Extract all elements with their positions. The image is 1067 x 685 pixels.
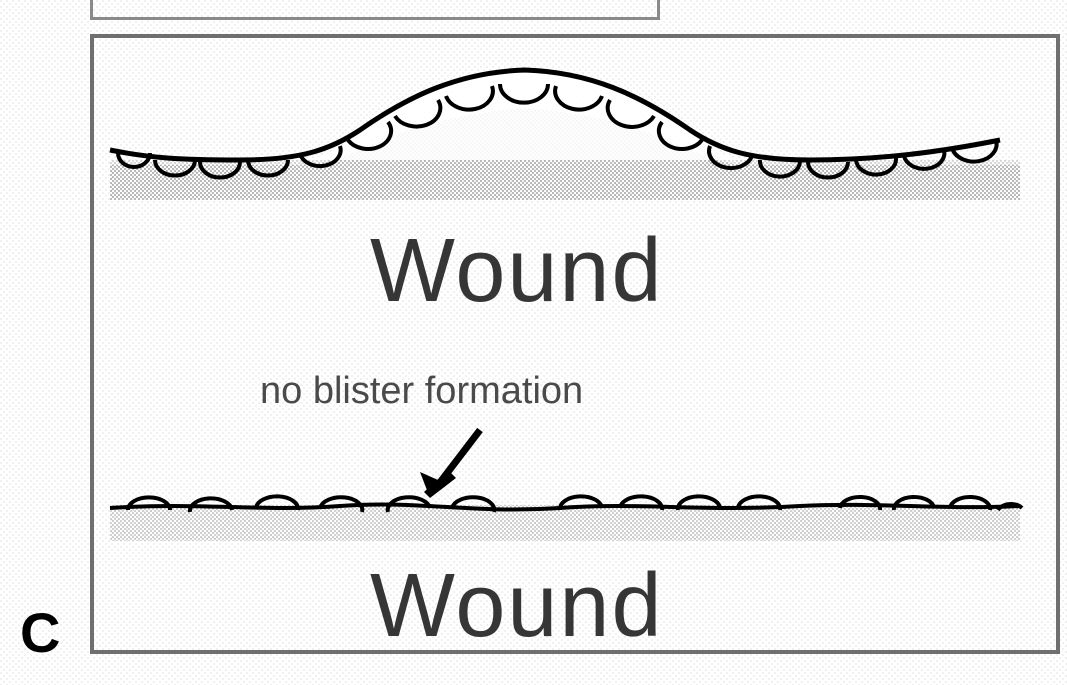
diagram-stage: Wound (0, 0, 1067, 685)
panel-label-c: C (20, 600, 60, 665)
arrow-icon (420, 430, 480, 498)
lower-wound-label: Wound (370, 555, 664, 658)
